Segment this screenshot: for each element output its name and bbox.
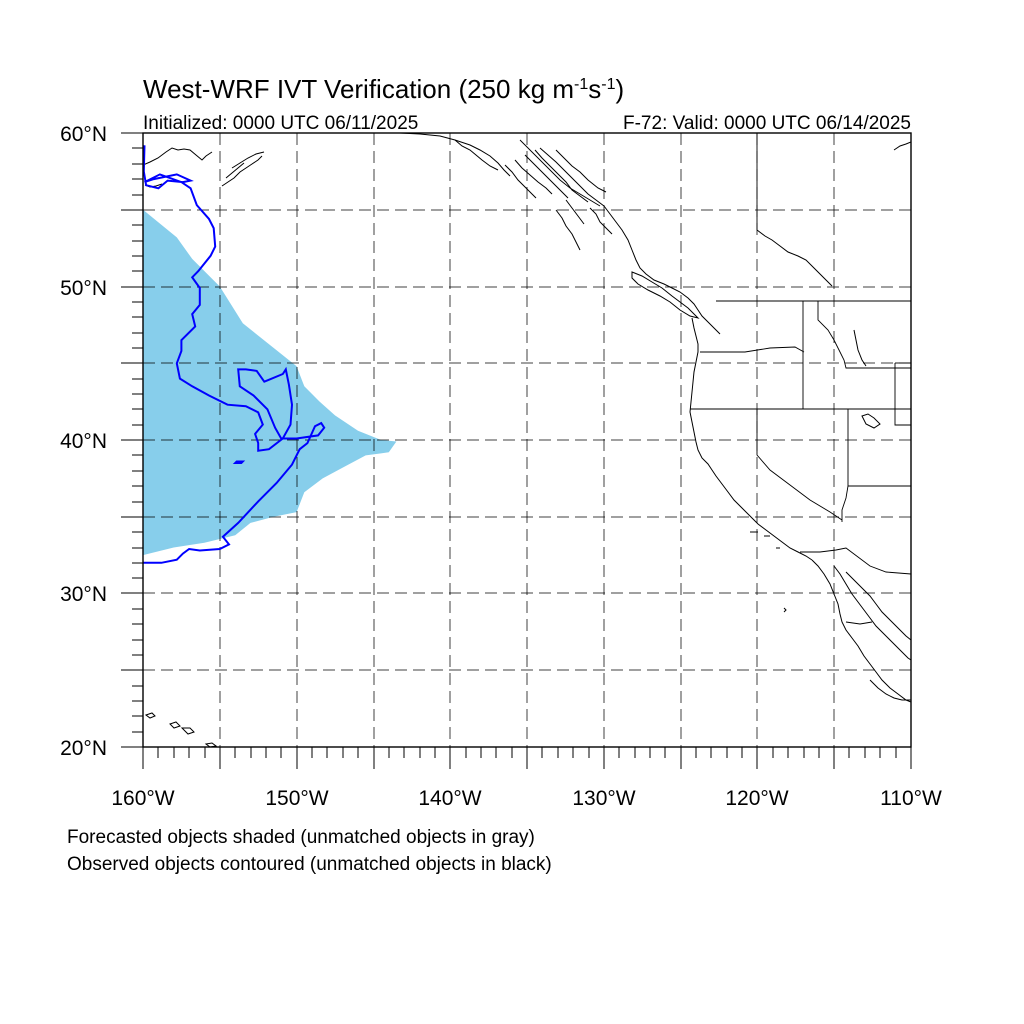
- lon-label-140w: 140°W: [418, 787, 481, 810]
- coastlines: [143, 133, 911, 747]
- lon-label-130w: 130°W: [572, 787, 635, 810]
- footnote-observed: Observed objects contoured (unmatched ob…: [67, 854, 552, 875]
- observed-ivt-contour: [143, 145, 326, 564]
- lat-label-40n: 40°N: [60, 430, 107, 453]
- lat-label-50n: 50°N: [60, 277, 107, 300]
- lon-label-160w: 160°W: [111, 787, 174, 810]
- lon-label-110w: 110°W: [880, 787, 942, 810]
- lat-label-60n: 60°N: [60, 123, 107, 146]
- lat-label-20n: 20°N: [60, 737, 107, 760]
- lon-label-120w: 120°W: [725, 787, 788, 810]
- observed-ivt-contour-ring: [232, 460, 246, 464]
- footnote-forecast: Forecasted objects shaded (unmatched obj…: [67, 827, 535, 848]
- axis-ticks: [121, 132, 912, 769]
- valid-time-label: F-72: Valid: 0000 UTC 06/14/2025: [623, 113, 911, 134]
- map-title: West-WRF IVT Verification (250 kg m-1s-1…: [143, 74, 624, 104]
- lat-label-30n: 30°N: [60, 583, 107, 606]
- initialized-label: Initialized: 0000 UTC 06/11/2025: [143, 113, 418, 134]
- observed-layer: [143, 145, 326, 564]
- forecast-layer: [143, 209, 397, 556]
- graticule: [143, 133, 911, 747]
- political-borders: [519, 133, 911, 625]
- forecast-ivt-object: [143, 209, 397, 556]
- lon-label-150w: 150°W: [265, 787, 328, 810]
